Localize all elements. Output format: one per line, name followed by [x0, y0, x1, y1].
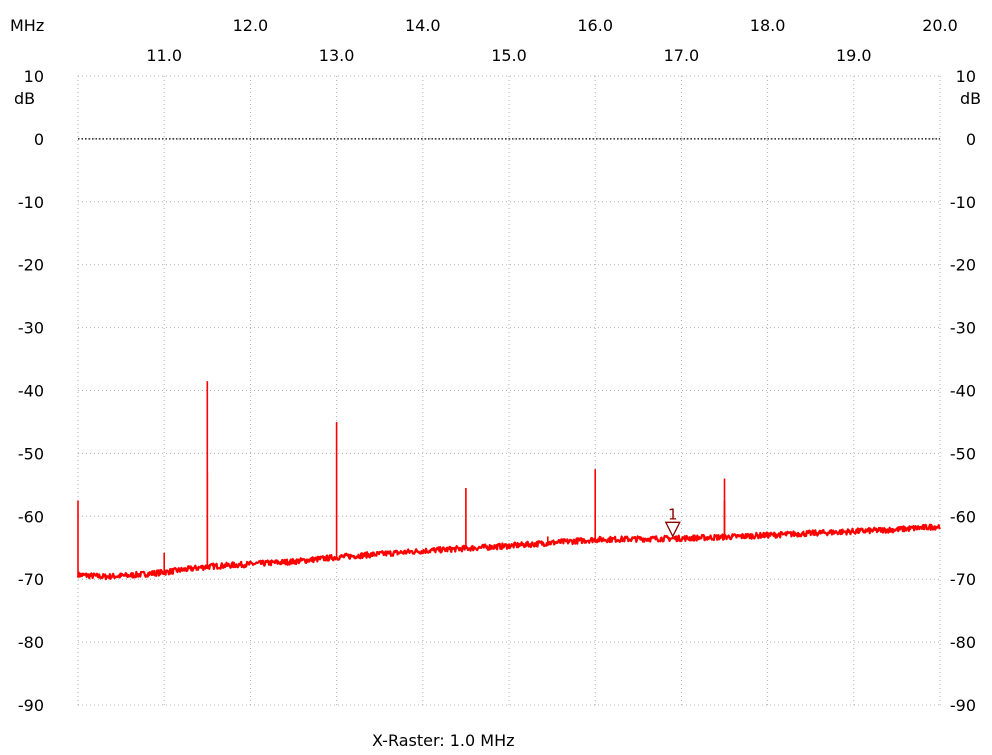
y-tick-label-right: -90	[950, 696, 976, 715]
y-tick-label-right: 0	[966, 130, 976, 149]
y-tick-label-right: -70	[950, 570, 976, 589]
x-tick-label-top: 18.0	[750, 16, 786, 35]
y-tick-label-left: -60	[18, 507, 44, 526]
y-tick-label-right: -60	[950, 507, 976, 526]
y-tick-label-right: 10	[956, 67, 976, 86]
x-raster-footer: X-Raster: 1.0 MHz	[372, 731, 515, 750]
y-tick-label-right: -80	[950, 633, 976, 652]
y-tick-label-left: -50	[18, 444, 44, 463]
y-tick-label-right: -10	[950, 193, 976, 212]
x-tick-label-bottom: 15.0	[491, 46, 527, 65]
y-tick-label-left: -40	[18, 382, 44, 401]
y-tick-label-left: -90	[18, 696, 44, 715]
y-tick-label-right: -50	[950, 444, 976, 463]
x-tick-label-bottom: 19.0	[836, 46, 872, 65]
x-tick-label-top: 20.0	[922, 16, 958, 35]
x-tick-label-bottom: 13.0	[319, 46, 355, 65]
y-tick-label-left: -70	[18, 570, 44, 589]
y-tick-label-right: -20	[950, 256, 976, 275]
marker-triangle	[664, 521, 681, 538]
x-tick-label-top: 14.0	[405, 16, 441, 35]
marker-label: 1	[668, 505, 678, 523]
x-tick-label-top: 12.0	[233, 16, 269, 35]
marker-layer: 1	[664, 505, 681, 538]
x-tick-label-top: 16.0	[577, 16, 613, 35]
y-tick-label-left: -10	[18, 193, 44, 212]
trace-layer	[76, 381, 941, 581]
tick-labels: 12.0 14.0 16.0 18.0 20.0 11.0 13.0 15.0 17.0 19.0…	[18, 16, 976, 715]
x-tick-label-bottom: 11.0	[146, 46, 182, 65]
y-tick-label-right: -40	[950, 382, 976, 401]
x-tick-label-bottom: 17.0	[664, 46, 700, 65]
trace-line	[76, 523, 941, 581]
y-unit-label-left: dB	[14, 89, 35, 108]
y-tick-label-left: -80	[18, 633, 44, 652]
y-tick-label-left: 0	[34, 130, 44, 149]
y-unit-label-right: dB	[960, 89, 981, 108]
y-tick-label-left: 10	[24, 67, 44, 86]
y-tick-label-left: -30	[18, 319, 44, 338]
y-tick-label-left: -20	[18, 256, 44, 275]
grid	[77, 75, 941, 706]
x-unit-label: MHz	[10, 16, 44, 35]
y-tick-label-right: -30	[950, 319, 976, 338]
